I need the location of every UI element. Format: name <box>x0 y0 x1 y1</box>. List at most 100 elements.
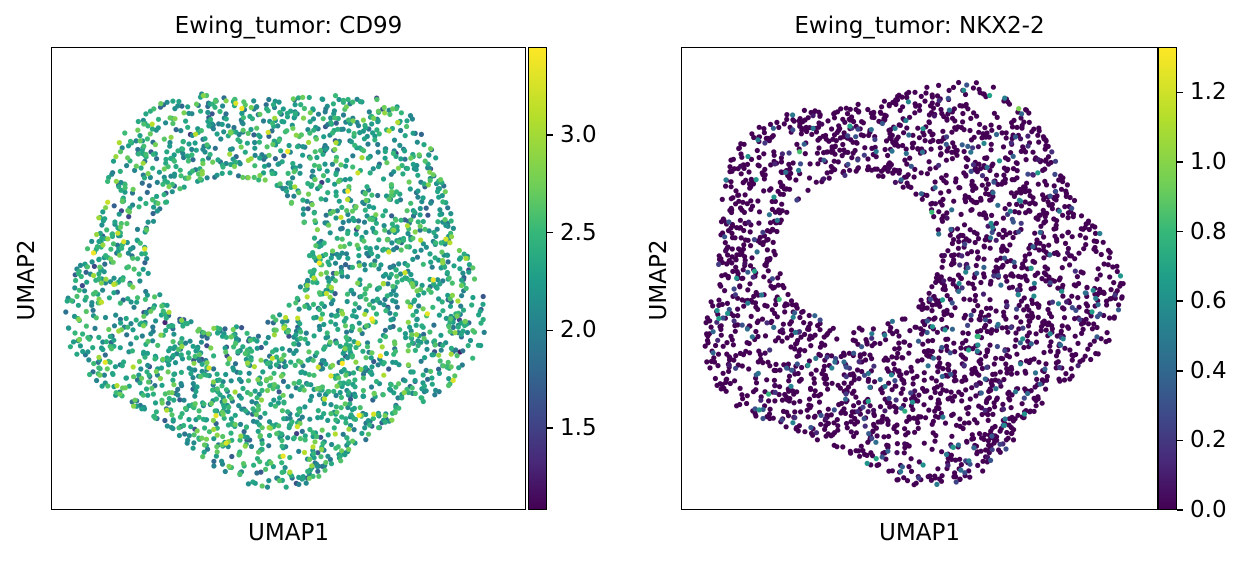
scatter-point <box>901 130 907 136</box>
scatter-point <box>889 387 895 393</box>
scatter-point <box>987 342 993 348</box>
scatter-point <box>802 117 808 123</box>
scatter-point <box>1011 427 1017 433</box>
scatter-point <box>164 302 170 308</box>
scatter-point <box>192 353 198 359</box>
scatter-point <box>106 326 112 333</box>
scatter-point <box>816 145 822 151</box>
scatter-point <box>352 393 358 400</box>
scatter-point <box>240 121 246 127</box>
scatter-point <box>332 146 338 153</box>
scatter-point <box>275 161 281 167</box>
scatter-point <box>77 343 83 349</box>
scatter-point <box>239 105 245 112</box>
scatter-point <box>258 344 264 351</box>
scatter-point <box>1009 284 1016 290</box>
scatter-point <box>328 284 334 291</box>
scatter-point <box>243 408 249 414</box>
scatter-point <box>710 303 716 309</box>
scatter-point <box>361 136 367 142</box>
scatter-point <box>786 388 792 394</box>
scatter-point <box>790 160 796 166</box>
scatter-point <box>814 437 820 443</box>
scatter-point <box>940 128 946 134</box>
scatter-point <box>280 392 286 398</box>
scatter-point <box>304 294 310 300</box>
scatter-point <box>344 435 350 441</box>
scatter-point <box>886 395 892 401</box>
scatter-point <box>834 336 840 342</box>
scatter-point <box>885 421 891 427</box>
scatter-point <box>63 309 69 315</box>
scatter-point <box>222 326 228 332</box>
scatter-point <box>752 300 759 306</box>
scatter-point <box>375 108 381 114</box>
scatter-point <box>305 468 311 474</box>
scatter-point <box>1044 373 1050 380</box>
scatter-point <box>141 175 148 181</box>
scatter-point <box>1014 160 1020 166</box>
scatter-point <box>287 180 293 186</box>
scatter-point <box>247 337 253 343</box>
scatter-point <box>373 230 379 236</box>
scatter-point <box>464 329 471 336</box>
scatter-point <box>909 145 916 151</box>
scatter-point <box>944 215 950 221</box>
scatter-point <box>438 177 444 183</box>
scatter-point <box>339 204 345 210</box>
scatter-point <box>1041 270 1047 276</box>
scatter-point <box>146 183 152 189</box>
scatter-point <box>292 362 298 368</box>
scatter-point <box>944 293 950 299</box>
scatter-point <box>323 146 329 153</box>
scatter-point <box>471 276 478 282</box>
chart-title: Ewing_tumor: CD99 <box>174 13 403 39</box>
scatter-point <box>400 171 406 177</box>
scatter-point <box>962 241 968 247</box>
scatter-point <box>1100 239 1106 245</box>
scatter-point <box>975 462 981 468</box>
scatter-point <box>345 211 351 218</box>
scatter-point <box>378 262 384 268</box>
scatter-point <box>1001 376 1007 383</box>
scatter-point <box>117 316 123 322</box>
scatter-point <box>197 176 203 182</box>
scatter-point <box>166 395 172 402</box>
scatter-point <box>382 413 388 419</box>
scatter-point <box>775 275 781 281</box>
scatter-point <box>1016 326 1022 332</box>
scatter-point <box>452 330 458 336</box>
scatter-point <box>794 389 800 395</box>
scatter-point <box>422 355 428 361</box>
scatter-point <box>877 340 883 347</box>
scatter-point <box>307 119 313 125</box>
scatter-point <box>237 437 243 443</box>
scatter-point <box>1116 302 1122 308</box>
scatter-point <box>279 159 285 165</box>
scatter-point <box>425 182 431 188</box>
scatter-point <box>365 155 371 161</box>
scatter-point <box>366 109 372 115</box>
scatter-point <box>108 256 114 262</box>
scatter-point <box>748 156 755 162</box>
scatter-point <box>322 161 328 167</box>
scatter-point <box>329 441 335 448</box>
scatter-point <box>835 423 841 429</box>
scatter-point <box>360 117 366 123</box>
scatter-point <box>414 254 421 260</box>
scatter-point <box>975 303 981 309</box>
scatter-point <box>312 439 318 445</box>
scatter-point <box>961 362 967 368</box>
scatter-point <box>280 453 286 459</box>
scatter-point <box>777 179 783 185</box>
scatter-point <box>841 130 847 136</box>
scatter-point <box>325 177 331 183</box>
scatter-point <box>929 200 935 206</box>
scatter-point <box>1035 216 1041 222</box>
scatter-point <box>143 151 149 157</box>
scatter-point <box>737 385 743 391</box>
scatter-point <box>402 156 408 162</box>
scatter-point <box>843 391 849 397</box>
scatter-point <box>422 158 428 164</box>
scatter-point <box>446 275 452 281</box>
